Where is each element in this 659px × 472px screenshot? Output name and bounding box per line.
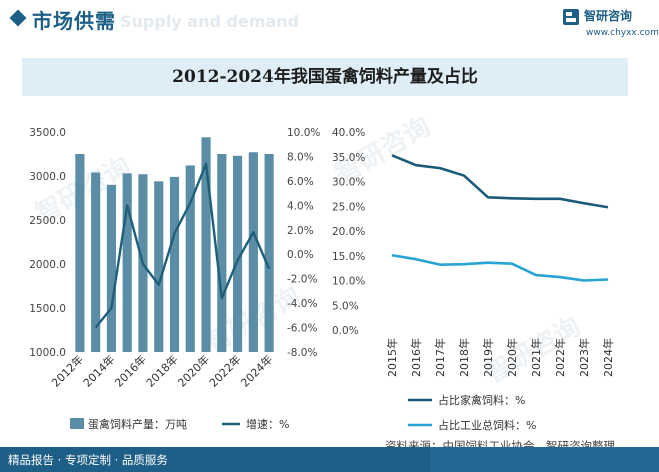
y-right-tick-label: 0.0% — [287, 249, 314, 261]
brand-url[interactable]: www.chyxx.com — [586, 28, 659, 38]
y-left-tick-label: 1500.0 — [29, 303, 66, 315]
bar — [75, 154, 85, 352]
bar — [91, 172, 101, 352]
x-tick-label: 2020年 — [505, 338, 519, 377]
section-ghost-title: Supply and demand — [120, 12, 300, 31]
y-right-tick-label: -6.0% — [287, 323, 317, 335]
footer-decoration — [430, 447, 659, 472]
bar — [185, 165, 195, 352]
y-tick-label: 40.0% — [332, 127, 365, 139]
legend-home-label: 占比家禽饲料：% — [438, 393, 525, 407]
x-tick-label: 2018年 — [457, 338, 471, 377]
y-left-tick-label: 1000.0 — [29, 347, 66, 359]
x-tick-label: 2024年 — [238, 352, 275, 389]
y-right-tick-label: 8.0% — [287, 151, 314, 163]
bar — [217, 154, 227, 352]
bar — [201, 137, 211, 352]
y-tick-label: 10.0% — [332, 276, 365, 288]
bar — [233, 155, 243, 352]
x-tick-label: 2019年 — [481, 338, 495, 377]
x-tick-label: 2017年 — [433, 338, 447, 377]
footer-slogan: 精品报告 · 专项定制 · 品质服务 — [8, 453, 168, 467]
y-left-tick-label: 2000.0 — [29, 259, 66, 271]
y-left-tick-label: 3500.0 — [29, 127, 66, 139]
x-tick-label: 2022年 — [206, 352, 243, 389]
y-right-tick-label: -4.0% — [287, 298, 317, 310]
x-tick-label: 2016年 — [409, 338, 423, 377]
y-right-tick-label: 6.0% — [287, 176, 314, 188]
industrial-share-line — [391, 253, 609, 282]
legend-growth-label: 增速：% — [246, 417, 289, 431]
production-chart: 1000.0 1500.0 2000.0 2500.0 3000.0 3500.0 -8.0… — [29, 127, 320, 431]
y-tick-label: 0.0% — [332, 325, 359, 337]
x-tick-label: 2024年 — [601, 338, 615, 377]
chart-title-band: 2012-2024年我国蛋禽饲料产量及占比 — [22, 58, 628, 96]
legend-bar-swatch — [70, 418, 84, 429]
x-tick-label: 2014年 — [80, 352, 117, 389]
bar — [154, 181, 164, 352]
x-tick-label: 2018年 — [143, 352, 180, 389]
x-tick-label: 2021年 — [529, 338, 543, 377]
x-tick-label: 2023年 — [577, 338, 591, 377]
x-tick-label: 2020年 — [175, 352, 212, 389]
y-left-tick-label: 2500.0 — [29, 215, 66, 227]
x-tick-label: 2022年 — [553, 338, 567, 377]
section-title: 市场供需 — [32, 9, 116, 33]
y-left-tick-label: 3000.0 — [29, 171, 66, 183]
y-right-tick-label: 4.0% — [287, 200, 314, 212]
section-diamond-icon — [9, 9, 27, 27]
header: Supply and demand 市场供需 智研咨询 www.chyxx.co… — [0, 0, 659, 40]
share-chart: 0.0% 5.0% 10.0% 15.0% 20.0% 25.0% 30.0% 35.0% 40… — [332, 127, 615, 432]
bar — [169, 176, 180, 352]
brand-logo-icon — [563, 9, 579, 25]
x-tick-label: 2015年 — [385, 338, 399, 377]
bar — [264, 154, 274, 352]
y-tick-label: 20.0% — [332, 226, 365, 238]
y-tick-label: 30.0% — [332, 177, 365, 189]
y-right-tick-label: 10.0% — [287, 127, 320, 139]
home-share-line — [391, 154, 609, 209]
x-tick-label: 2016年 — [112, 352, 149, 389]
y-right-tick-label: 2.0% — [287, 225, 314, 237]
y-tick-label: 35.0% — [332, 152, 365, 164]
y-tick-label: 25.0% — [332, 201, 365, 213]
growth-line — [94, 162, 271, 329]
legend-industrial-label: 占比工业总饲料：% — [438, 418, 536, 432]
brand-name: 智研咨询 — [584, 9, 633, 23]
y-tick-label: 5.0% — [332, 300, 359, 312]
bar — [106, 184, 116, 352]
y-right-tick-label: -2.0% — [287, 274, 317, 286]
bar — [122, 173, 132, 352]
chart-title: 2012-2024年我国蛋禽饲料产量及占比 — [172, 67, 478, 87]
bar — [248, 152, 258, 352]
legend-bar-label: 蛋禽饲料产量：万吨 — [88, 417, 187, 431]
footer-bar: 精品报告 · 专项定制 · 品质服务 — [0, 447, 659, 472]
y-right-tick-label: -8.0% — [287, 347, 317, 359]
y-tick-label: 15.0% — [332, 251, 365, 263]
